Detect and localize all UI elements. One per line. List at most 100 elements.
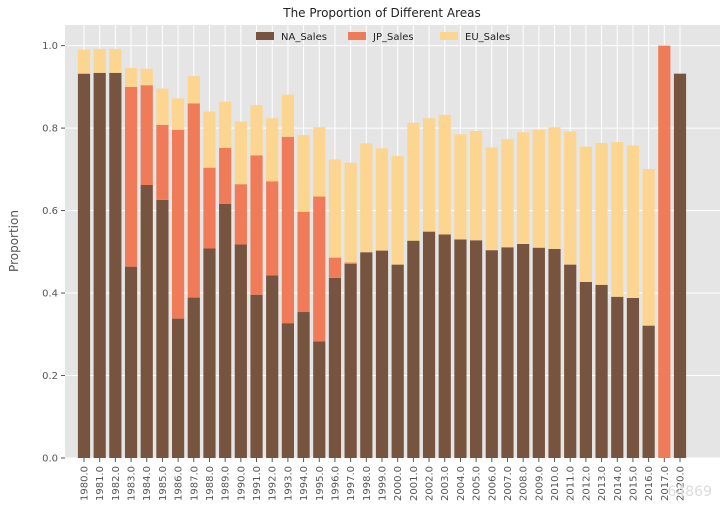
x-tick-label: 1982.0 <box>111 466 122 501</box>
bar-eu-sales <box>595 142 608 285</box>
watermark: 64869 <box>667 484 712 500</box>
bar-na-sales <box>485 250 498 458</box>
bars <box>77 45 687 459</box>
legend-label: EU_Sales <box>465 32 510 43</box>
bar-eu-sales <box>109 48 122 73</box>
bar-eu-sales <box>517 132 530 244</box>
bar-eu-sales <box>422 118 436 232</box>
y-axis-ticks: 0.0 0.2 0.4 0.6 0.8 1.0 <box>42 41 65 465</box>
bar-eu-sales <box>313 127 326 197</box>
bar-jp-sales <box>328 257 342 278</box>
bar-eu-sales <box>501 139 514 248</box>
bar-na-sales <box>250 294 263 458</box>
bar-jp-sales <box>140 85 153 186</box>
bar-eu-sales <box>93 48 106 73</box>
bar-jp-sales <box>297 211 310 313</box>
bar-eu-sales <box>281 94 294 137</box>
y-tick-label: 0.2 <box>42 371 58 382</box>
bar-jp-sales <box>234 184 247 245</box>
bar-eu-sales <box>564 131 577 265</box>
x-tick-label: 1988.0 <box>205 466 216 501</box>
bar-eu-sales <box>266 118 279 182</box>
x-tick-label: 1995.0 <box>315 466 326 501</box>
bar-jp-sales <box>313 196 326 342</box>
bar-eu-sales <box>187 76 200 104</box>
bar-jp-sales <box>156 124 169 200</box>
x-tick-label: 1989.0 <box>221 466 232 501</box>
bar-eu-sales <box>532 129 545 248</box>
legend-swatch <box>256 32 274 40</box>
bar-eu-sales <box>77 49 91 74</box>
bar-na-sales <box>501 247 514 458</box>
x-tick-label: 1997.0 <box>346 466 357 501</box>
bar-eu-sales <box>203 111 216 168</box>
y-tick-label: 0.0 <box>42 454 58 465</box>
x-tick-label: 2013.0 <box>597 466 608 501</box>
bar-na-sales <box>109 72 122 459</box>
bar-eu-sales <box>250 105 263 156</box>
bar-eu-sales <box>140 68 153 86</box>
x-tick-label: 1998.0 <box>362 466 373 501</box>
x-tick-label: 1983.0 <box>127 466 138 501</box>
x-tick-label: 1996.0 <box>330 466 341 501</box>
legend-label: NA_Sales <box>281 32 327 43</box>
x-tick-label: 1984.0 <box>142 466 153 501</box>
bar-na-sales <box>172 318 185 458</box>
x-tick-label: 2015.0 <box>628 466 639 501</box>
bar-eu-sales <box>234 121 247 185</box>
bar-eu-sales <box>485 147 498 251</box>
bar-jp-sales <box>250 155 263 295</box>
bar-eu-sales <box>297 135 310 212</box>
x-tick-label: 2003.0 <box>440 466 451 501</box>
x-tick-label: 1987.0 <box>189 466 200 501</box>
bar-jp-sales <box>187 103 200 298</box>
legend-swatch <box>348 32 366 40</box>
bar-eu-sales <box>438 114 451 235</box>
bar-eu-sales <box>548 127 561 249</box>
x-tick-label: 2017.0 <box>660 466 671 501</box>
bar-eu-sales <box>470 130 483 241</box>
x-axis-ticks: 1980.0 1981.0 1982.0 1983.0 1984.0 1985.0 1986… <box>80 458 687 501</box>
x-tick-label: 2000.0 <box>393 466 404 501</box>
x-tick-label: 2020.0 <box>676 466 687 501</box>
bar-na-sales <box>93 72 106 459</box>
bar-eu-sales <box>611 142 624 297</box>
bar-na-sales <box>203 248 216 458</box>
legend-label: JP_Sales <box>372 32 414 43</box>
bar-na-sales <box>517 243 530 458</box>
bar-eu-sales <box>124 67 138 87</box>
bar-na-sales <box>642 325 655 458</box>
y-tick-label: 0.4 <box>42 289 58 300</box>
bar-na-sales <box>344 263 357 458</box>
bar-eu-sales <box>407 122 420 241</box>
x-tick-label: 2009.0 <box>534 466 545 501</box>
bar-na-sales <box>140 185 153 458</box>
bar-jp-sales <box>203 167 216 249</box>
bar-na-sales <box>281 323 294 458</box>
x-tick-label: 2007.0 <box>503 466 514 501</box>
bar-jp-sales <box>266 181 279 276</box>
x-tick-label: 2002.0 <box>425 466 436 501</box>
bar-eu-sales <box>626 145 640 298</box>
x-tick-label: 2014.0 <box>613 466 624 501</box>
legend: NA_Sales JP_Sales EU_Sales <box>256 32 510 43</box>
y-tick-label: 0.8 <box>42 124 58 135</box>
bar-na-sales <box>611 296 624 458</box>
x-tick-label: 2011.0 <box>566 466 577 501</box>
x-tick-label: 1991.0 <box>252 466 263 501</box>
bar-eu-sales <box>642 168 655 326</box>
chart-title: The Proportion of Different Areas <box>282 6 481 20</box>
x-tick-label: 1980.0 <box>80 466 91 501</box>
x-tick-label: 1994.0 <box>299 466 310 501</box>
x-tick-label: 1986.0 <box>174 466 185 501</box>
bar-eu-sales <box>454 134 467 240</box>
bar-na-sales <box>564 264 577 458</box>
bar-na-sales <box>470 240 483 458</box>
bar-na-sales <box>328 277 342 458</box>
y-tick-label: 1.0 <box>42 41 58 52</box>
x-tick-label: 2008.0 <box>519 466 530 501</box>
bar-eu-sales <box>219 101 232 148</box>
bar-na-sales <box>422 231 436 458</box>
bar-jp-sales <box>344 262 357 264</box>
